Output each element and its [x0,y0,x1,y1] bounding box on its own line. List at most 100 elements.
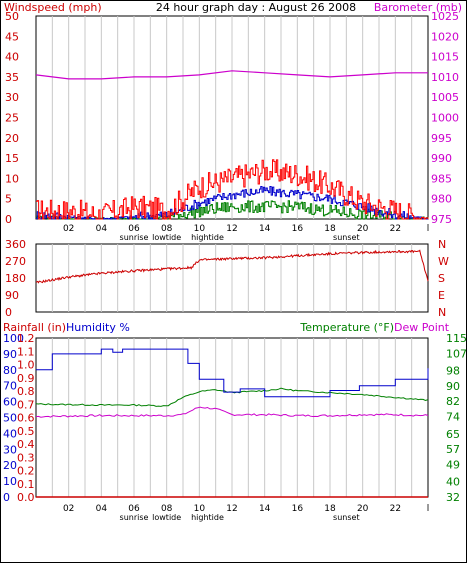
humidity-axis-label: Humidity % [66,321,130,334]
x-tick-label: 22 [390,224,401,234]
wind-y-tick: 50 [5,10,19,23]
rainfall-axis-label: Rainfall (in) [3,321,66,334]
wind-direction-series [36,249,429,284]
x-tick-label: 18 [324,224,336,234]
rainfall-y-tick: 0.8 [17,385,35,398]
barometer-y-tick: 975 [431,213,452,226]
compass-label: E [438,289,445,302]
temperature-y-tick: 32 [446,491,460,504]
wind-y-tick: 0 [5,213,12,226]
wind-axis-label: Windspeed (mph) [4,1,102,14]
rainfall-y-tick: 0.3 [17,451,35,464]
direction-y-tick: 360 [5,238,26,251]
humidity-y-tick: 30 [3,443,17,456]
wind-y-tick: 15 [5,152,19,165]
x-tick-label: 10 [194,504,206,514]
barometer-y-tick: 1015 [431,51,459,64]
humidity-y-tick: 20 [3,459,17,472]
x-tick-label: l [427,224,430,234]
rainfall-y-tick: 0.6 [17,412,35,425]
temperature-y-tick: 49 [446,458,460,471]
humidity-y-tick: 90 [3,348,17,361]
event-label-lowtide: lowtide [152,233,181,242]
wind-gust-series [36,159,429,220]
dewpoint-axis-label: Dew Point [394,321,450,334]
wind-y-tick: 10 [5,172,19,185]
temperature-y-tick: 90 [446,380,460,393]
wind-y-tick: 45 [5,30,19,43]
x-tick-label: 12 [226,504,237,514]
compass-label: N [438,306,446,319]
x-tick-label: 02 [63,224,74,234]
barometer-y-tick: 1025 [431,10,459,23]
x-tick-label: 20 [357,504,369,514]
x-tick-label: l [427,504,430,514]
wind-y-tick: 5 [5,193,12,206]
x-tick-label: 06 [128,504,140,514]
humidity-y-tick: 40 [3,427,17,440]
rainfall-y-tick: 0.7 [17,398,35,411]
rainfall-y-tick: 0.2 [17,465,35,478]
temperature-y-tick: 82 [446,395,460,408]
event-label-lowtide: lowtide [152,513,181,522]
x-tick-label: 14 [259,224,271,234]
dewpoint-series [35,406,429,418]
temperature-y-tick: 74 [446,411,460,424]
rainfall-y-tick: 0.0 [17,491,35,504]
humidity-y-tick: 100 [3,332,24,345]
event-label-sunrise: sunrise [120,233,149,242]
x-tick-label: 02 [63,504,74,514]
rainfall-y-tick: 1.2 [17,332,35,345]
compass-label: N [438,238,446,251]
rainfall-y-tick: 0.1 [17,478,35,491]
barometer-series [35,70,428,80]
humidity-y-tick: 80 [3,364,17,377]
chart-title: 24 hour graph day : August 26 2008 [156,1,356,14]
barometer-y-tick: 990 [431,152,452,165]
direction-y-tick: 0 [5,306,12,319]
wind-y-tick: 40 [5,51,19,64]
barometer-y-tick: 1000 [431,112,459,125]
humidity-y-tick: 10 [3,475,17,488]
rainfall-y-tick: 0.9 [17,372,35,385]
rainfall-y-tick: 1.0 [17,359,35,372]
humidity-y-tick: 0 [3,491,10,504]
barometer-y-tick: 1010 [431,71,459,84]
temperature-y-tick: 98 [446,365,460,378]
wind-y-tick: 20 [5,132,19,145]
barometer-y-tick: 985 [431,172,452,185]
barometer-y-tick: 1020 [431,30,459,43]
temperature-y-tick: 40 [446,476,460,489]
humidity-y-tick: 60 [3,396,17,409]
direction-y-tick: 180 [5,272,26,285]
event-label-hightide: hightide [191,233,224,242]
rainfall-y-tick: 1.1 [17,345,35,358]
rainfall-y-tick: 0.4 [17,438,35,451]
x-tick-label: 16 [292,504,304,514]
x-tick-label: 08 [161,224,173,234]
temperature-y-tick: 65 [446,428,460,441]
x-tick-label: 04 [96,504,108,514]
wind-y-tick: 30 [5,91,19,104]
event-label-sunrise: sunrise [120,513,149,522]
temperature-y-tick: 107 [446,347,466,360]
compass-label: W [438,255,449,268]
x-tick-label: 12 [226,224,237,234]
temperature-y-tick: 115 [446,332,466,345]
temperature-humidity-chart: 0 10 20 30 40 50 60 70 80 90 100 0.00.10.20.30.40.5… [3,332,466,522]
event-label-sunset: sunset [333,513,360,522]
x-tick-label: 06 [128,224,140,234]
x-tick-label: 16 [292,224,304,234]
temperature-axis-label: Temperature (°F) [299,321,394,334]
humidity-y-tick: 50 [3,412,17,425]
x-tick-label: 04 [96,224,108,234]
x-tick-label: 18 [324,504,336,514]
temperature-y-tick: 57 [446,443,460,456]
event-label-sunset: sunset [333,233,360,242]
humidity-series [36,348,429,398]
x-tick-label: 08 [161,504,173,514]
barometer-y-tick: 995 [431,132,452,145]
